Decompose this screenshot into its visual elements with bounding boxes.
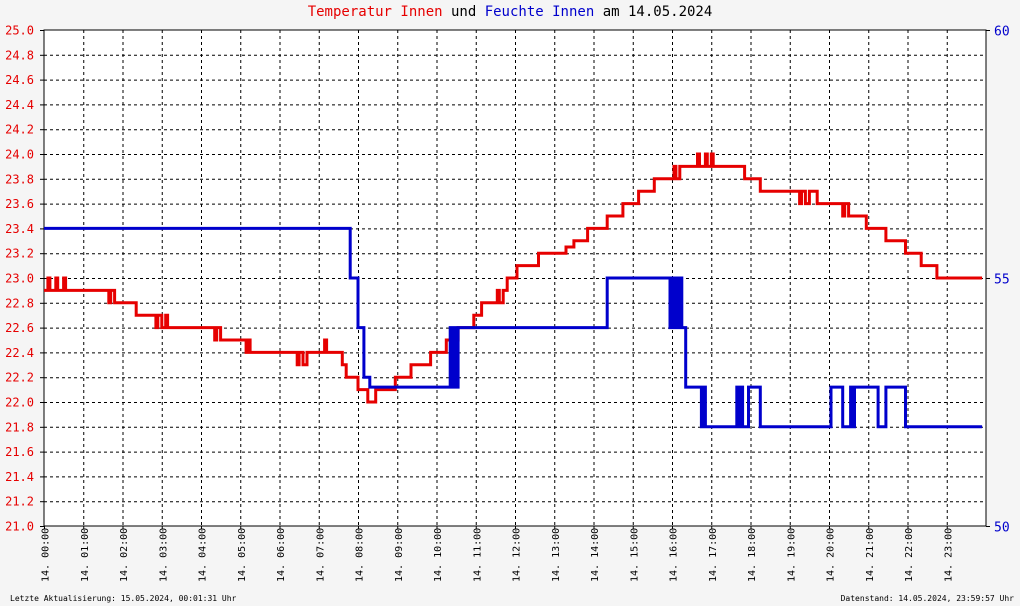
y-left-tick-label: 21.0	[5, 520, 34, 534]
y-left-tick-label: 24.4	[5, 98, 34, 112]
x-tick-label: 14. 04:00	[198, 528, 209, 582]
data-status-text: Datenstand: 14.05.2024, 23:59:57 Uhr	[840, 594, 1014, 603]
y-left-tick-label: 24.2	[5, 123, 34, 137]
x-tick-label: 14. 16:00	[669, 528, 680, 582]
title-humidity: Feuchte Innen	[484, 4, 595, 20]
x-tick-label: 14. 19:00	[786, 528, 797, 582]
x-tick-label: 14. 23:00	[943, 528, 954, 582]
y-left-tick-label: 24.8	[5, 48, 34, 62]
x-tick-label: 14. 15:00	[629, 528, 640, 582]
grid-layer	[43, 29, 987, 527]
last-update-text: Letzte Aktualisierung: 15.05.2024, 00:01…	[10, 594, 237, 603]
x-tick-label: 14. 10:00	[433, 528, 444, 582]
y-left-tick-label: 21.8	[5, 420, 34, 434]
y-right-tick-label: 60	[994, 25, 1010, 40]
y-left-tick-label: 24.6	[5, 73, 34, 87]
series-layer	[44, 152, 983, 429]
x-tick-label: 14. 01:00	[80, 528, 91, 582]
y-left-tick-label: 22.2	[5, 371, 34, 385]
axis-layer: 14. 00:00 14. 01:00 14. 02:00 14. 03:00 14. …	[5, 24, 1010, 583]
x-tick-label: 14. 18:00	[747, 528, 758, 582]
humidity-series-line	[44, 226, 983, 429]
x-tick-label: 14. 05:00	[237, 528, 248, 582]
y-left-tick-label: 22.8	[5, 296, 34, 310]
x-tick-label: 14. 21:00	[865, 528, 876, 582]
y-left-tick-label: 24.0	[5, 148, 34, 162]
x-tick-label: 14. 03:00	[158, 528, 169, 582]
x-tick-label: 14. 14:00	[590, 528, 601, 582]
y-left-tick-label: 25.0	[5, 24, 34, 38]
y-left-tick-label: 23.4	[5, 222, 34, 236]
x-tick-label: 14. 22:00	[904, 528, 915, 582]
x-tick-label: 14. 11:00	[472, 528, 483, 582]
x-tick-label: 14. 12:00	[512, 528, 523, 582]
y-left-tick-label: 21.2	[5, 495, 34, 509]
y-left-tick-label: 23.2	[5, 247, 34, 261]
y-right-tick-label: 55	[994, 273, 1010, 288]
x-tick-label: 14. 09:00	[394, 528, 405, 582]
y-left-tick-label: 21.4	[5, 470, 34, 484]
y-left-tick-label: 23.0	[5, 272, 34, 286]
y-right-tick-label: 50	[994, 521, 1010, 536]
title-connector: und	[442, 4, 485, 20]
y-left-tick-label: 22.4	[5, 346, 34, 360]
chart-title: Temperatur Innen und Feuchte Innen am 14…	[0, 4, 1020, 20]
x-tick-label: 14. 00:00	[41, 528, 52, 582]
title-temperature: Temperatur Innen	[307, 4, 443, 20]
y-left-tick-label: 22.0	[5, 396, 34, 410]
y-left-tick-label: 22.6	[5, 321, 34, 335]
x-tick-label: 14. 17:00	[708, 528, 719, 582]
y-left-tick-label: 23.6	[5, 197, 34, 211]
y-left-tick-label: 23.8	[5, 172, 34, 186]
x-tick-label: 14. 07:00	[315, 528, 326, 582]
temperature-series-line	[44, 152, 983, 404]
y-left-tick-label: 21.6	[5, 445, 34, 459]
x-tick-label: 14. 02:00	[119, 528, 130, 582]
x-tick-label: 14. 13:00	[551, 528, 562, 582]
x-tick-label: 14. 06:00	[276, 528, 287, 582]
x-tick-label: 14. 20:00	[826, 528, 837, 582]
title-date: am 14.05.2024	[594, 4, 713, 20]
x-tick-label: 14. 08:00	[355, 528, 366, 582]
